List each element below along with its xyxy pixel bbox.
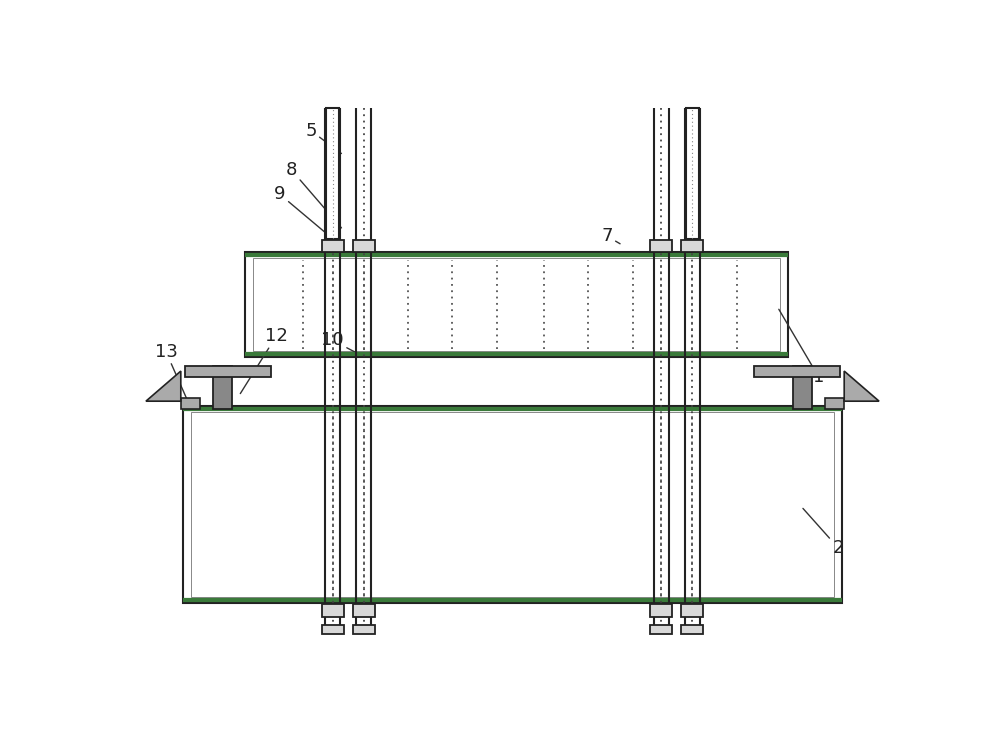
Text: 8: 8: [286, 161, 341, 228]
Bar: [825, 399, 844, 409]
Bar: [686, 108, 699, 239]
Bar: [185, 366, 271, 377]
Bar: [754, 366, 840, 377]
Bar: [183, 406, 842, 602]
Bar: [650, 240, 672, 253]
Bar: [322, 604, 344, 617]
Text: 1: 1: [779, 309, 824, 386]
Text: 7: 7: [601, 227, 620, 245]
Polygon shape: [146, 371, 181, 401]
Text: 5: 5: [305, 122, 341, 153]
Bar: [326, 108, 339, 239]
Bar: [793, 366, 812, 409]
Text: 9: 9: [274, 186, 338, 243]
Polygon shape: [844, 371, 879, 401]
Text: 10: 10: [321, 332, 359, 354]
Bar: [213, 366, 232, 409]
Text: 12: 12: [240, 327, 288, 393]
Bar: [322, 240, 344, 253]
Bar: [353, 240, 375, 253]
Bar: [353, 604, 375, 617]
Bar: [681, 240, 703, 253]
Text: 13: 13: [155, 343, 186, 398]
Bar: [681, 625, 703, 634]
Bar: [181, 399, 200, 409]
Bar: [650, 625, 672, 634]
Bar: [245, 253, 788, 356]
Bar: [650, 604, 672, 617]
Bar: [191, 411, 834, 597]
Bar: [353, 625, 375, 634]
Bar: [253, 258, 780, 350]
Bar: [681, 604, 703, 617]
Bar: [322, 625, 344, 634]
Text: 2: 2: [803, 508, 844, 556]
